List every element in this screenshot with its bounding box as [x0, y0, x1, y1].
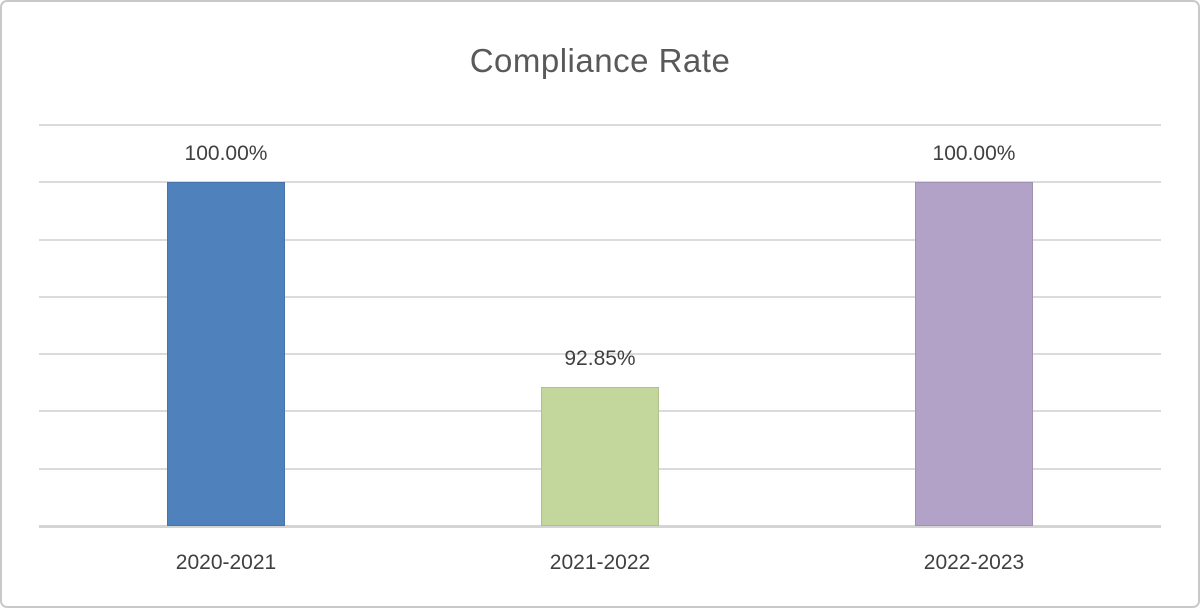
- data-label: 100.00%: [932, 142, 1016, 165]
- category-column: 100.00% 2022-2023: [787, 125, 1161, 574]
- gridline: [39, 124, 1161, 126]
- bar-2021-2022: [541, 387, 659, 526]
- gridline: [39, 181, 1161, 183]
- category-column: 92.85% 2021-2022: [413, 125, 787, 574]
- data-label: 100.00%: [184, 142, 268, 165]
- bar-2020-2021: [167, 182, 285, 526]
- category-label: 2022-2023: [923, 551, 1025, 574]
- gridline: [39, 353, 1161, 355]
- plot-area: 100.00% 2020-2021 92.85% 2021-2022 100.00% 20…: [39, 124, 1161, 574]
- data-label: 92.85%: [564, 347, 636, 370]
- x-axis-line: [39, 525, 1161, 528]
- category-column: 100.00% 2020-2021: [39, 125, 413, 574]
- category-label: 2021-2022: [549, 551, 651, 574]
- category-label: 2020-2021: [175, 551, 277, 574]
- chart-title: Compliance Rate: [469, 42, 731, 79]
- gridline: [39, 296, 1161, 298]
- gridline: [39, 239, 1161, 241]
- bar-2022-2023: [915, 182, 1033, 526]
